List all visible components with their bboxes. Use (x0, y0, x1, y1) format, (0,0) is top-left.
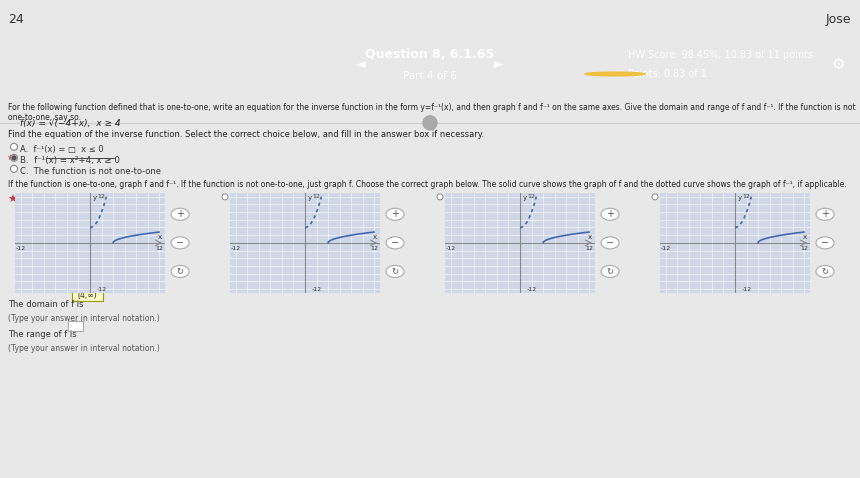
Circle shape (816, 208, 834, 220)
Text: 24: 24 (9, 12, 24, 26)
Text: For the following function defined that is one-to-one, write an equation for the: For the following function defined that … (8, 103, 856, 122)
Text: B.: B. (232, 195, 243, 204)
Text: f(x) = √(−4+x),  x ≥ 4: f(x) = √(−4+x), x ≥ 4 (20, 119, 120, 128)
Circle shape (222, 194, 228, 200)
Circle shape (601, 237, 619, 249)
Text: (Type your answer in interval notation.): (Type your answer in interval notation.) (8, 314, 160, 323)
Text: -12: -12 (660, 246, 671, 251)
Text: y: y (738, 195, 742, 201)
Text: +: + (606, 209, 614, 219)
Text: −: − (391, 238, 399, 248)
Circle shape (652, 194, 658, 200)
Text: Question 8, 6.1.65: Question 8, 6.1.65 (366, 47, 494, 61)
FancyBboxPatch shape (71, 291, 102, 301)
Text: ↻: ↻ (606, 267, 613, 276)
Text: 12: 12 (742, 194, 750, 199)
Text: A.  f⁻¹(x) = □  x ≤ 0: A. f⁻¹(x) = □ x ≤ 0 (20, 145, 103, 154)
FancyBboxPatch shape (67, 321, 83, 331)
Text: ★: ★ (7, 195, 17, 205)
Text: ◄: ◄ (356, 58, 366, 71)
Circle shape (10, 154, 17, 162)
Text: ►: ► (494, 58, 504, 71)
Text: x: x (588, 234, 593, 240)
Text: y: y (308, 195, 312, 201)
Text: +: + (391, 209, 399, 219)
Circle shape (171, 237, 189, 249)
Text: -12: -12 (312, 287, 322, 292)
Text: The range of f is: The range of f is (8, 330, 79, 339)
Circle shape (386, 237, 404, 249)
Circle shape (437, 194, 443, 200)
Text: Points: 0.83 of 1: Points: 0.83 of 1 (628, 69, 707, 79)
Circle shape (816, 265, 834, 277)
Circle shape (171, 265, 189, 277)
Text: 12: 12 (527, 194, 535, 199)
Circle shape (171, 208, 189, 220)
Text: 12: 12 (371, 246, 378, 251)
Circle shape (12, 156, 16, 160)
Text: ↻: ↻ (821, 267, 828, 276)
Circle shape (10, 165, 17, 173)
Text: 12: 12 (97, 194, 105, 199)
Text: y: y (93, 195, 97, 201)
Text: C.: C. (447, 195, 457, 204)
Text: HW Score: 98.45%, 10.83 of 11 points: HW Score: 98.45%, 10.83 of 11 points (628, 50, 813, 60)
Circle shape (585, 72, 645, 76)
Text: C.  The function is not one-to-one: C. The function is not one-to-one (20, 167, 161, 176)
Circle shape (816, 237, 834, 249)
Text: +: + (821, 209, 829, 219)
Circle shape (423, 116, 437, 130)
Text: The domain of f is: The domain of f is (8, 300, 86, 309)
Text: x: x (373, 234, 378, 240)
Text: +: + (176, 209, 184, 219)
Text: 12: 12 (801, 246, 808, 251)
Text: −: − (821, 238, 829, 248)
Text: x: x (803, 234, 808, 240)
Text: A.: A. (17, 195, 28, 204)
Text: -12: -12 (445, 246, 456, 251)
Text: x: x (158, 234, 163, 240)
Text: −: − (176, 238, 184, 248)
Circle shape (601, 265, 619, 277)
Circle shape (386, 208, 404, 220)
Text: -12: -12 (742, 287, 752, 292)
Text: ⚙: ⚙ (832, 57, 845, 72)
Text: -12: -12 (97, 287, 107, 292)
Text: ↻: ↻ (176, 267, 183, 276)
Text: y: y (523, 195, 527, 201)
Text: (Type your answer in interval notation.): (Type your answer in interval notation.) (8, 344, 160, 353)
Text: Find the equation of the inverse function. Select the correct choice below, and : Find the equation of the inverse functio… (8, 130, 484, 139)
Text: -12: -12 (527, 287, 537, 292)
Circle shape (386, 265, 404, 277)
Text: If the function is one-to-one, graph f and f⁻¹. If the function is not one-to-on: If the function is one-to-one, graph f a… (8, 180, 847, 189)
Text: ★: ★ (6, 153, 14, 162)
Circle shape (601, 208, 619, 220)
Text: 12: 12 (156, 246, 163, 251)
Text: B.  f⁻¹(x) = x²+4, x ≥ 0: B. f⁻¹(x) = x²+4, x ≥ 0 (20, 156, 120, 165)
Text: -12: -12 (230, 246, 241, 251)
Text: Part 4 of 6: Part 4 of 6 (403, 71, 457, 81)
Text: 12: 12 (312, 194, 320, 199)
Text: −: − (606, 238, 614, 248)
Text: 12: 12 (586, 246, 593, 251)
Text: [4,∞): [4,∞) (77, 292, 97, 300)
Text: ↻: ↻ (391, 267, 398, 276)
Circle shape (10, 143, 17, 151)
Text: D.: D. (662, 195, 673, 204)
Text: -12: -12 (15, 246, 26, 251)
Text: Jose: Jose (826, 12, 851, 26)
